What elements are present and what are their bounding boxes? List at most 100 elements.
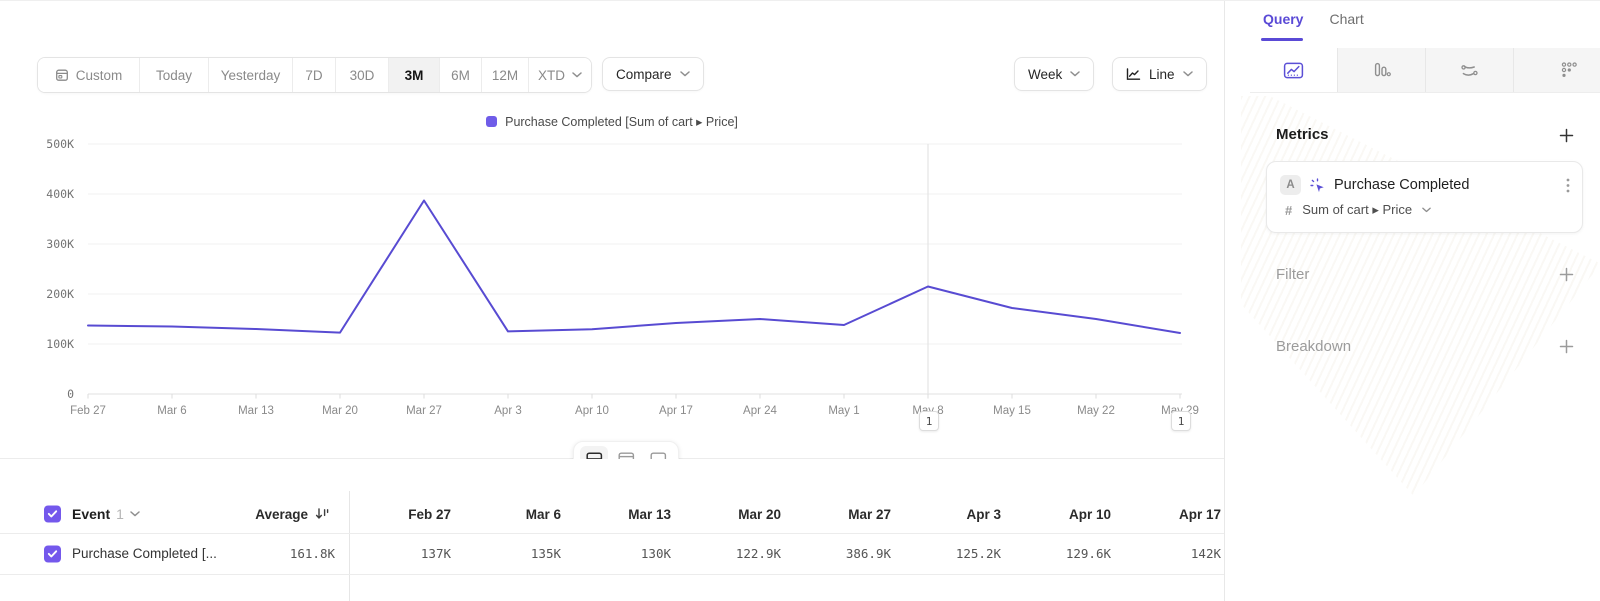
- legend-swatch: [486, 116, 498, 127]
- compare-button[interactable]: Compare: [602, 57, 704, 91]
- svg-text:May 15: May 15: [993, 405, 1031, 417]
- metric-property: Sum of cart ▸ Price: [1302, 202, 1413, 217]
- range-label: 6M: [451, 67, 470, 83]
- date-column-headers: Feb 27 Mar 6 Mar 13 Mar 20 Mar 27 Apr 3 Apr 10…: [349, 495, 1224, 533]
- svg-text:200K: 200K: [46, 287, 74, 301]
- sidebar-watermark: [1241, 96, 1600, 496]
- chart-type-retention[interactable]: [1514, 48, 1600, 92]
- chevron-down-icon: [130, 511, 140, 517]
- date-column-header: Feb 27: [408, 506, 451, 522]
- date-column-header: Mar 6: [525, 506, 561, 522]
- event-header-label: Event: [72, 506, 111, 522]
- chevron-down-icon: [1182, 71, 1193, 77]
- toolbar: Custom Today Yesterday 7D 30D 3M 6M 12M XTD Comp…: [0, 57, 1224, 93]
- metric-menu-icon[interactable]: [1566, 178, 1570, 193]
- svg-text:300K: 300K: [46, 237, 74, 251]
- cell-value: 130K: [640, 546, 671, 561]
- range-label: XTD: [538, 67, 565, 83]
- cell-value: 137K: [420, 546, 451, 561]
- tab-chart[interactable]: Chart: [1329, 11, 1364, 27]
- range-30d[interactable]: 30D: [336, 58, 389, 92]
- breakdown-section-title: Breakdown: [1276, 338, 1352, 355]
- chart-type-button[interactable]: Line: [1112, 57, 1207, 91]
- granularity-label: Week: [1028, 66, 1063, 82]
- svg-text:May 1: May 1: [828, 405, 859, 417]
- legend-label: Purchase Completed [Sum of cart ▸ Price]: [505, 115, 738, 129]
- chart-type-flow[interactable]: [1426, 48, 1514, 92]
- cell-value: 125.2K: [955, 546, 1001, 561]
- chart-type-label: Line: [1149, 66, 1175, 82]
- annotation-badge-may-29[interactable]: 1: [1171, 411, 1191, 431]
- table-header-row: Event 1 Average Feb 27 Mar 6 Mar 13 Mar 20 M…: [0, 495, 1224, 534]
- event-header-dropdown[interactable]: Event 1: [72, 495, 140, 533]
- date-column-header: Mar 20: [738, 506, 781, 522]
- event-spark-icon: [1310, 177, 1325, 193]
- event-count: 1: [116, 506, 124, 522]
- add-breakdown-button[interactable]: [1555, 335, 1577, 357]
- svg-text:Feb 27: Feb 27: [70, 405, 106, 417]
- svg-text:0: 0: [67, 387, 74, 401]
- row-event-name: Purchase Completed [...: [72, 546, 217, 561]
- range-12m[interactable]: 12M: [482, 58, 529, 92]
- range-3m[interactable]: 3M: [389, 58, 440, 92]
- date-range-group: Custom Today Yesterday 7D 30D 3M 6M 12M XTD: [37, 57, 592, 93]
- cell-value: 386.9K: [845, 546, 891, 561]
- average-header: Average: [255, 506, 308, 522]
- row-checkbox[interactable]: [44, 545, 61, 562]
- range-yesterday[interactable]: Yesterday: [209, 58, 293, 92]
- query-sidebar: Query Chart Metrics A Purchase Completed…: [1224, 1, 1600, 601]
- tab-query[interactable]: Query: [1260, 11, 1304, 41]
- chart-legend: Purchase Completed [Sum of cart ▸ Price]: [0, 114, 1224, 129]
- range-xtd[interactable]: XTD: [529, 58, 591, 92]
- range-label: Today: [155, 67, 193, 83]
- cell-value: 122.9K: [735, 546, 781, 561]
- range-7d[interactable]: 7D: [293, 58, 336, 92]
- cell-value: 142K: [1190, 546, 1221, 561]
- number-property-icon: #: [1285, 202, 1293, 218]
- svg-text:500K: 500K: [46, 137, 74, 151]
- range-label: Yesterday: [220, 67, 281, 83]
- breakdown-table: Event 1 Average Feb 27 Mar 6 Mar 13 Mar 20 M…: [0, 459, 1224, 601]
- filter-section-title: Filter: [1276, 266, 1310, 283]
- svg-text:Mar 27: Mar 27: [406, 405, 442, 417]
- calendar-icon: [55, 68, 69, 82]
- svg-text:Mar 13: Mar 13: [238, 405, 274, 417]
- column-divider: [349, 491, 350, 601]
- svg-text:Apr 10: Apr 10: [575, 405, 609, 417]
- table-row: Purchase Completed [... 161.8K 137K 135K 1…: [0, 533, 1224, 575]
- compare-label: Compare: [616, 66, 672, 82]
- cell-value: 129.6K: [1065, 546, 1111, 561]
- range-label: 3M: [404, 67, 424, 83]
- metrics-section-title: Metrics: [1276, 126, 1329, 143]
- range-label: 12M: [491, 67, 519, 83]
- annotation-badge-may-8[interactable]: 1: [919, 411, 939, 431]
- metric-card[interactable]: A Purchase Completed # Sum of cart ▸ Pri…: [1266, 161, 1583, 233]
- svg-text:400K: 400K: [46, 187, 74, 201]
- range-custom[interactable]: Custom: [38, 58, 140, 92]
- select-all-checkbox[interactable]: [44, 505, 61, 523]
- svg-text:Apr 24: Apr 24: [743, 405, 777, 417]
- range-6m[interactable]: 6M: [440, 58, 482, 92]
- date-column-header: Mar 27: [848, 506, 891, 522]
- metric-card-header: A Purchase Completed: [1280, 173, 1570, 197]
- svg-text:Apr 17: Apr 17: [659, 405, 693, 417]
- date-column-header: Apr 10: [1068, 506, 1111, 522]
- metric-property-dropdown[interactable]: # Sum of cart ▸ Price: [1285, 202, 1431, 218]
- chart-type-strip: [1250, 48, 1600, 93]
- range-label: Custom: [75, 67, 123, 83]
- chevron-down-icon: [572, 72, 582, 78]
- svg-text:May 22: May 22: [1077, 405, 1115, 417]
- chart-type-insights-line-selected[interactable]: [1250, 48, 1338, 92]
- range-label: 7D: [305, 67, 323, 83]
- line-chart[interactable]: 0 100K 200K 300K 400K 500K Feb 27 Mar 6 Mar 13 Ma…: [0, 129, 1224, 421]
- row-average-value: 161.8K: [289, 546, 335, 561]
- range-today[interactable]: Today: [140, 58, 209, 92]
- svg-text:Mar 20: Mar 20: [322, 405, 358, 417]
- cell-value: 135K: [530, 546, 561, 561]
- sort-descending-icon[interactable]: [315, 507, 330, 521]
- add-filter-button[interactable]: [1555, 263, 1577, 285]
- chart-type-bar[interactable]: [1338, 48, 1426, 92]
- svg-text:100K: 100K: [46, 337, 74, 351]
- add-metric-button[interactable]: [1555, 124, 1577, 146]
- granularity-button[interactable]: Week: [1014, 57, 1095, 91]
